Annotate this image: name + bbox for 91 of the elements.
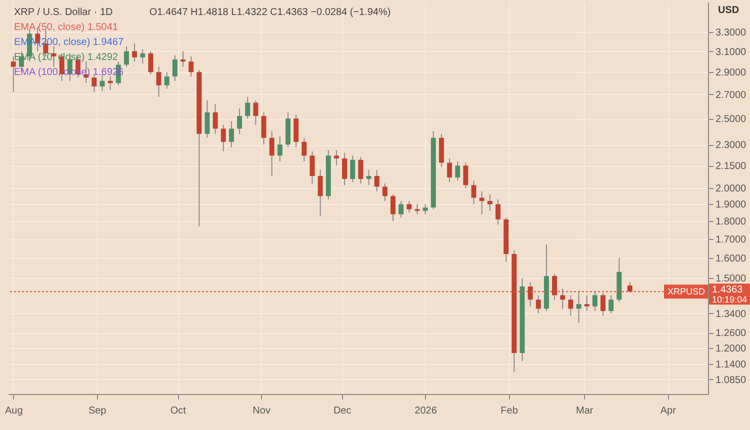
y-tick-label: 1.5000: [716, 274, 747, 285]
candlestick: [237, 108, 242, 134]
y-tick-label: 1.6000: [716, 253, 747, 264]
x-tick-label: Oct: [170, 406, 186, 416]
candlestick: [245, 96, 250, 120]
candlestick: [455, 160, 460, 181]
candlestick: [124, 46, 129, 68]
candlestick: [592, 290, 598, 312]
candlestick: [479, 190, 484, 215]
ref-line-label: XRPUSD: [667, 286, 706, 297]
candlestick: [350, 155, 356, 183]
candlestick: [172, 54, 178, 82]
candlestick: [447, 158, 452, 183]
candlestick: [471, 180, 476, 205]
candlestick: [310, 150, 315, 184]
candlestick: [422, 204, 428, 215]
x-tick-label: 2026: [414, 406, 438, 416]
y-tick-label: 1.9000: [716, 200, 747, 211]
candlestick: [302, 137, 307, 162]
candlestick: [269, 130, 274, 176]
y-tick-label: 1.7000: [716, 234, 747, 246]
candlestick: [228, 120, 234, 148]
text: 10:19:04: [712, 294, 748, 305]
candlestick: [277, 136, 282, 162]
y-tick-label: 1.2000: [716, 343, 747, 354]
y-axis-title: USD: [718, 5, 740, 16]
text: 1.4363: [712, 284, 744, 296]
candlestick: [92, 74, 97, 93]
candlestick: [390, 194, 396, 222]
candlestick: [600, 292, 606, 316]
candlestick: [560, 288, 566, 310]
candlestick: [204, 100, 210, 138]
x-tick-label: Sep: [88, 406, 107, 416]
annotation: EMA (50, close) 1.5041: [14, 22, 118, 33]
candlestick: [100, 74, 105, 92]
candlestick: [536, 294, 541, 314]
candlestick: [358, 156, 364, 184]
candlestick: [108, 76, 113, 90]
candlestick: [261, 112, 266, 146]
y-tick-label: 2.0000: [716, 184, 747, 195]
candlestick: [188, 56, 194, 77]
y-tick-label: 1.0850: [716, 374, 747, 386]
candlestick: [156, 66, 162, 98]
y-tick-label: 1.3400: [716, 308, 747, 320]
annotation: O1.4647 H1.4818 L1.4322 C1.4363 −0.0284 (−1.94%): [149, 7, 391, 18]
candlestick: [398, 200, 404, 218]
candlestick: [212, 103, 218, 134]
candlestick: [374, 170, 380, 192]
candlestick: [496, 198, 500, 226]
candlestick: [584, 294, 590, 312]
candlestick: [382, 183, 388, 202]
candlestick: [294, 114, 299, 148]
candlestick: [576, 290, 582, 324]
x-tick-label: Nov: [252, 406, 270, 416]
candlestick: [220, 124, 226, 152]
candlestick: [342, 152, 348, 186]
candlestick: [253, 100, 258, 126]
candlestick: [366, 170, 372, 186]
candlestick: [463, 162, 468, 189]
y-tick-label: 3.1000: [716, 46, 747, 58]
x-tick-label: Apr: [660, 406, 677, 416]
x-tick-label: Feb: [500, 406, 518, 416]
candlestick: [528, 282, 533, 307]
y-tick-label: 2.5000: [716, 114, 747, 126]
x-tick-label: Dec: [333, 406, 352, 416]
y-tick-label: 2.3000: [716, 140, 747, 152]
candlestick: [552, 273, 558, 300]
y-tick-label: 1.2600: [716, 328, 747, 340]
x-tick-label: Aug: [4, 406, 23, 416]
x-tick-label: Mar: [576, 406, 594, 416]
candlestick: [627, 281, 632, 294]
candlestick: [406, 200, 412, 214]
candlestick: [132, 42, 138, 62]
y-tick-label: 2.7000: [716, 90, 747, 101]
candlestick: [148, 50, 154, 75]
candlestick: [10, 56, 16, 93]
candlestick: [487, 194, 492, 212]
candlestick: [414, 204, 420, 215]
text: XRP / U.S. Dollar · 1D: [14, 7, 113, 18]
y-tick-label: 2.1500: [716, 161, 747, 172]
y-tick-label: 2.9000: [716, 68, 747, 79]
candlestick: [568, 294, 574, 316]
candlestick: [318, 170, 323, 216]
candlestick: [140, 48, 146, 64]
candlestick: [334, 150, 339, 166]
y-tick-label: 1.8000: [716, 216, 747, 228]
y-tick-label: 3.3000: [716, 27, 747, 38]
candlestick: [180, 50, 186, 68]
candlestick: [164, 72, 170, 90]
candlestick: [608, 294, 614, 314]
y-tick-label: 1.1400: [716, 359, 747, 370]
